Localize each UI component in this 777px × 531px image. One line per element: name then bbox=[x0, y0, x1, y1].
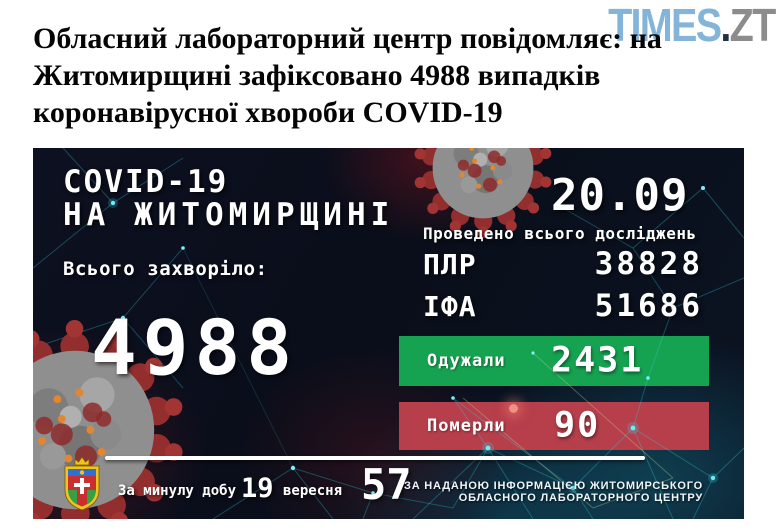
infographic-title-line1: COVID-19 bbox=[63, 164, 229, 200]
glow-dot bbox=[509, 404, 518, 413]
daily-day: 19 bbox=[241, 473, 274, 504]
attribution-line-1: ЗА НАДАНОЮ ІНФОРМАЦІЄЮ ЖИТОМИРСЬКОГО bbox=[404, 480, 703, 492]
coronavirus-icon bbox=[413, 148, 553, 238]
report-date: 20.09 bbox=[551, 170, 689, 221]
site-logo[interactable]: TIMES.ZT bbox=[608, 0, 777, 51]
total-cases-label: Всього захворіло: bbox=[63, 258, 268, 280]
headline-line-2: Житомирщині зафіксовано 4988 випадків bbox=[33, 59, 601, 92]
headline-line-1: Обласний лабораторний центр повідомляє: … bbox=[33, 22, 662, 55]
tests-total-label: Проведено всього досліджень bbox=[423, 224, 697, 243]
article-headline: Обласний лабораторний центр повідомляє: … bbox=[33, 20, 703, 131]
pcr-label: ПЛР bbox=[423, 248, 477, 281]
pcr-tests-row: ПЛР 38828 bbox=[423, 246, 703, 282]
elisa-value: 51686 bbox=[594, 288, 703, 324]
logo-zt-text: ZT bbox=[730, 0, 777, 51]
headline-line-3: коронавірусної хвороби COVID-19 bbox=[33, 96, 503, 129]
died-bar: Померли 90 bbox=[399, 402, 709, 450]
recovered-value: 2431 bbox=[551, 340, 644, 381]
elisa-tests-row: ІФА 51686 bbox=[423, 288, 703, 324]
divider-line bbox=[105, 456, 645, 460]
attribution-line-2: ОБЛАСНОГО ЛАБОРАТОРНОГО ЦЕНТРУ bbox=[458, 491, 703, 504]
daily-month: вересня bbox=[283, 483, 343, 499]
total-cases-value: 4988 bbox=[91, 303, 299, 392]
recovered-label: Одужали bbox=[427, 351, 506, 371]
died-label: Померли bbox=[427, 416, 506, 436]
daily-new-cases-value: 57 bbox=[361, 460, 412, 509]
recovered-bar: Одужали 2431 bbox=[399, 336, 709, 386]
infographic-title-line2: НА ЖИТОМИРЩИНІ bbox=[63, 197, 395, 233]
pcr-value: 38828 bbox=[594, 246, 703, 282]
coat-of-arms-icon bbox=[64, 456, 100, 511]
daily-label: За минулу добу bbox=[118, 483, 237, 499]
covid-infographic: COVID-19 НА ЖИТОМИРЩИНІ Всього захворіло… bbox=[33, 148, 744, 519]
logo-times-text: TIMES bbox=[608, 0, 723, 51]
logo-dot: . bbox=[720, 0, 732, 51]
died-value: 90 bbox=[554, 405, 601, 446]
elisa-label: ІФА bbox=[423, 290, 477, 323]
attribution-text: ЗА НАДАНОЮ ІНФОРМАЦІЄЮ ЖИТОМИРСЬКОГО ОБЛ… bbox=[404, 480, 703, 504]
